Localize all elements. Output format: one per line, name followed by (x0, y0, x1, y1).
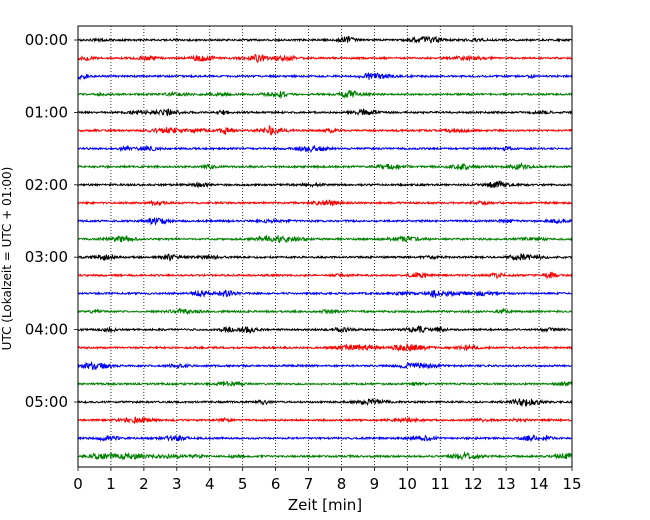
y-tick-label-0500: 05:00 (25, 393, 68, 411)
trace-0345 (77, 307, 573, 315)
x-tick-label-8: 8 (337, 475, 347, 493)
trace-0330 (77, 289, 573, 299)
trace-0415 (77, 342, 573, 352)
trace-0430 (77, 360, 573, 371)
trace-0545 (77, 450, 573, 462)
x-tick-label-11: 11 (431, 475, 450, 493)
trace-0000 (77, 35, 573, 44)
trace-0245 (77, 234, 573, 244)
trace-0300 (77, 253, 573, 262)
x-tick-label-2: 2 (139, 475, 149, 493)
trace-0445 (77, 380, 573, 388)
trace-0515 (77, 416, 573, 425)
x-tick-label-14: 14 (530, 475, 549, 493)
x-tick-label-4: 4 (205, 475, 215, 493)
x-tick-label-15: 15 (562, 475, 581, 493)
x-tick-label-13: 13 (497, 475, 516, 493)
x-tick-label-7: 7 (304, 475, 314, 493)
trace-0100 (77, 107, 573, 117)
trace-0015 (77, 53, 573, 64)
x-tick-label-12: 12 (464, 475, 483, 493)
trace-0215 (77, 199, 573, 207)
y-axis-ticks: 00:00 01:00 02:00 03:00 04:00 05:00 (25, 31, 78, 411)
trace-0230 (77, 217, 573, 227)
trace-0145 (77, 161, 573, 171)
x-tick-label-1: 1 (106, 475, 116, 493)
trace-0200 (77, 180, 573, 189)
trace-0315 (77, 271, 573, 280)
trace-0400 (77, 325, 573, 334)
x-tick-label-3: 3 (172, 475, 182, 493)
seismic-traces (77, 35, 573, 462)
trace-0130 (77, 144, 573, 154)
trace-0500 (77, 398, 573, 407)
trace-0115 (77, 124, 573, 136)
y-tick-label-0100: 01:00 (25, 103, 68, 121)
x-tick-label-6: 6 (271, 475, 281, 493)
x-tick-label-10: 10 (398, 475, 417, 493)
x-axis-ticks: 0 1 2 3 4 5 6 7 8 9 10 11 12 13 14 15 (73, 467, 582, 493)
y-tick-label-0200: 02:00 (25, 176, 68, 194)
trace-0045 (77, 90, 573, 100)
x-axis-label: Zeit [min] (288, 496, 362, 514)
plot-frame (77, 25, 573, 468)
y-tick-label-0400: 04:00 (25, 321, 68, 339)
x-tick-label-9: 9 (370, 475, 380, 493)
trace-0030 (77, 72, 573, 81)
trace-0530 (77, 433, 573, 442)
y-axis-label: UTC (Lokalzeit = UTC + 01:00) (0, 167, 14, 351)
y-tick-label-0000: 00:00 (25, 31, 68, 49)
y-tick-label-0300: 03:00 (25, 248, 68, 266)
x-tick-label-0: 0 (73, 475, 83, 493)
x-tick-label-5: 5 (238, 475, 248, 493)
